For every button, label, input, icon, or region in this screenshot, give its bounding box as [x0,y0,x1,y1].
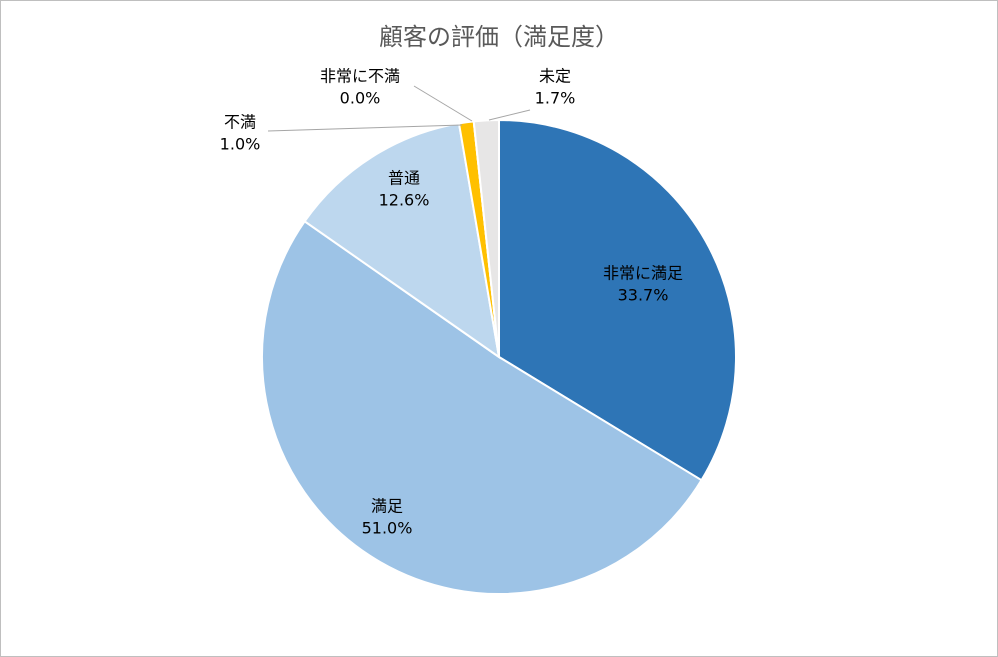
value-label: 33.7% [618,286,669,305]
category-label: 満足 [371,497,403,516]
leader-line [413,85,473,122]
pie-slice [472,118,500,358]
category-label: 不満 [224,113,256,132]
category-label: 未定 [539,67,571,86]
value-label: 51.0% [362,519,413,538]
pie-slice [261,219,703,595]
pie-slice [498,118,737,482]
category-label: 非常に満足 [603,264,683,283]
leader-line [488,109,531,121]
pie-slice [303,122,501,360]
value-label: 1.0% [220,135,261,154]
category-label: 普通 [388,169,420,188]
leader-line [267,124,463,132]
chart-title: 顧客の評価（満足度） [379,23,619,51]
category-label: 非常に不満 [320,67,400,86]
value-label: 12.6% [379,191,430,210]
value-label: 1.7% [535,89,576,108]
value-label: 0.0% [340,89,381,108]
